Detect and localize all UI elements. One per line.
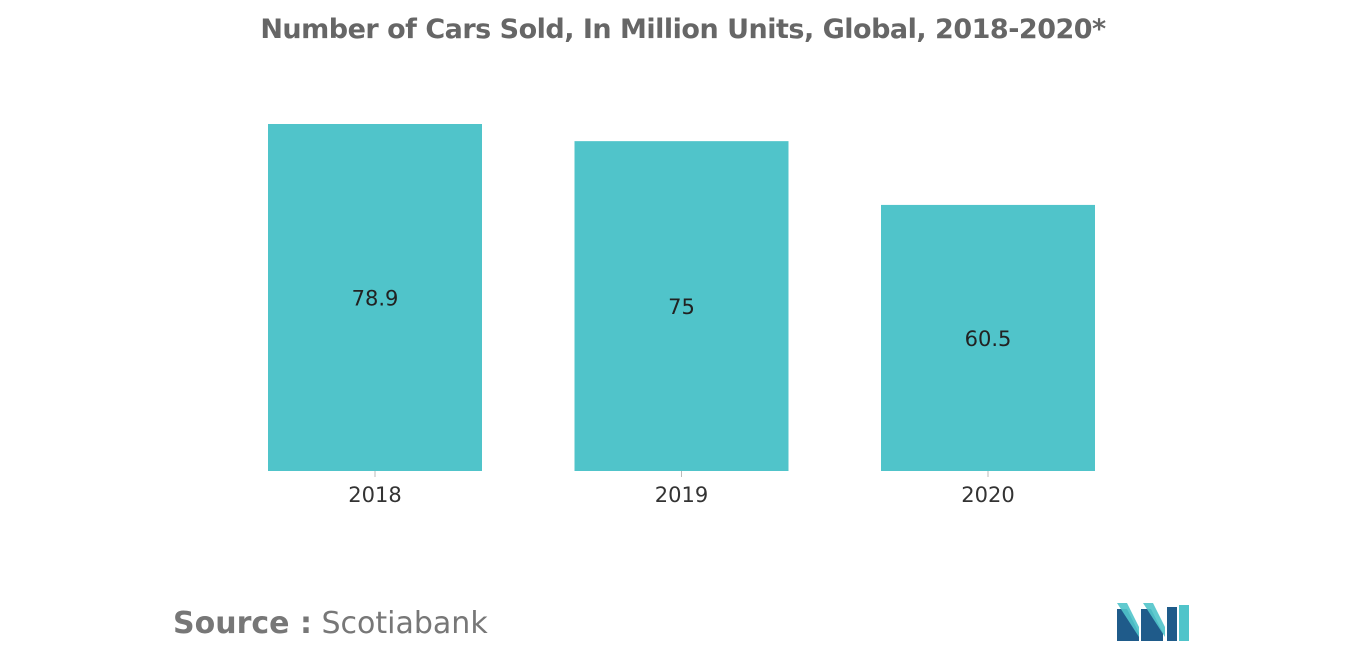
bar-chart: 78.9 75 60.5 2018 2019 2020 (268, 124, 1095, 507)
source-name: Scotiabank (321, 606, 488, 641)
x-tick-label-2019: 2019 (655, 483, 708, 507)
value-label-2019: 75 (668, 295, 695, 319)
x-tick-label-2018: 2018 (348, 483, 401, 507)
source-label: Source : (173, 606, 312, 641)
mordor-logo-icon (1117, 603, 1189, 641)
chart-title: Number of Cars Sold, In Million Units, G… (260, 14, 1106, 45)
x-tick-label-2020: 2020 (961, 483, 1014, 507)
value-label-2018: 78.9 (352, 287, 399, 311)
bar-2019 (574, 141, 789, 471)
x-axis: 2018 2019 2020 (348, 471, 1015, 507)
bar-2020 (881, 204, 1095, 472)
value-labels-group: 78.9 75 60.5 (352, 287, 1012, 351)
bar-2018 (268, 124, 482, 471)
source-note: Source : Scotiabank (173, 606, 488, 641)
value-label-2020: 60.5 (965, 327, 1012, 351)
bars-group (268, 124, 1095, 472)
